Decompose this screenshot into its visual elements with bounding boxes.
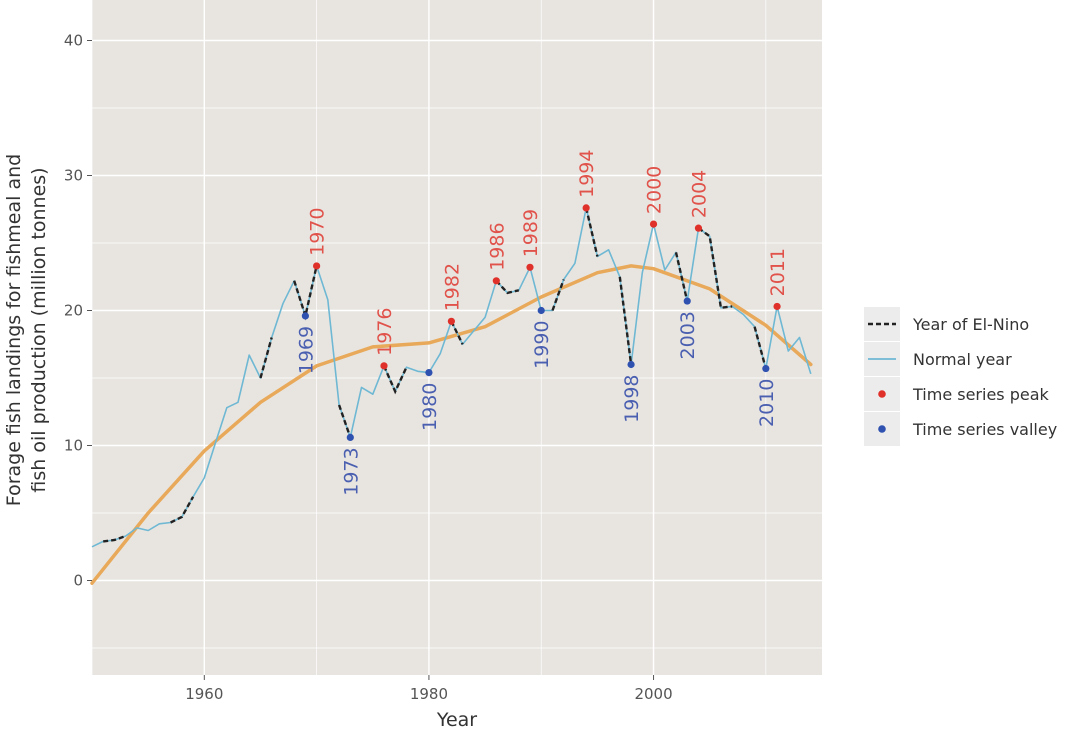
valley-point (346, 433, 354, 441)
peak-point (447, 317, 455, 325)
peak-point (492, 277, 500, 285)
peak-label: 1982 (441, 263, 463, 311)
peak-label: 1994 (576, 150, 598, 198)
peak-label: 2011 (767, 248, 789, 296)
valley-point (425, 369, 433, 377)
legend-label-peak: Time series peak (912, 385, 1050, 404)
legend-label-valley: Time series valley (912, 420, 1057, 439)
legend-swatch-peak (878, 390, 886, 398)
peak-point (582, 204, 590, 212)
peak-label: 1976 (374, 308, 396, 356)
el-nino-segment (618, 276, 633, 365)
trend-curve (90, 264, 813, 585)
valley-point (627, 360, 635, 369)
el-nino-segment (495, 279, 520, 295)
x-axis-title: Year (436, 709, 477, 731)
peak-label: 1986 (486, 222, 508, 270)
el-nino-segment (450, 320, 464, 345)
legend-label-el_nino: Year of El-Nino (912, 315, 1029, 334)
valley-label: 1980 (419, 383, 441, 431)
peak-point (526, 263, 534, 271)
valley-label: 2010 (756, 379, 778, 427)
valley-points: 1969 1973 1980 1990 1998 2003 2010 (295, 297, 778, 496)
x-tick-label: 1980 (410, 685, 448, 703)
legend: Year of El-Nino Normal year Time series pe… (864, 307, 1057, 446)
el-nino-segment (337, 404, 352, 438)
legend-label-normal: Normal year (913, 350, 1012, 369)
peak-point (313, 262, 321, 270)
peak-point (773, 302, 781, 311)
peak-label: 2000 (644, 166, 666, 214)
y-tick-label: 10 (64, 437, 83, 455)
valley-point (301, 312, 309, 320)
y-tick-label: 0 (73, 572, 83, 590)
y-tick-label: 20 (64, 302, 83, 320)
el-nino-segment (259, 337, 273, 379)
valley-point (537, 306, 545, 315)
y-tick-label: 40 (64, 32, 83, 50)
peak-label: 2004 (689, 170, 711, 218)
y-tick-label: 30 (64, 167, 83, 185)
peak-points: 1970 1976 1982 1986 1989 1994 2000 2004 2011 (307, 150, 789, 370)
el-nino-segment (551, 279, 565, 311)
el-nino-segment (103, 534, 127, 543)
y-axis-title-line2: fish oil production (million tonnes) (28, 167, 50, 492)
x-tick-label: 2000 (634, 685, 672, 703)
valley-label: 1990 (531, 321, 553, 369)
valley-point (762, 364, 770, 373)
y-axis: 0 10 20 30 40 (64, 32, 92, 590)
el-nino-segment (585, 207, 599, 257)
el-nino-segment (753, 326, 767, 369)
el-nino-segment (697, 227, 733, 310)
valley-point (683, 297, 691, 305)
valley-label: 1998 (621, 375, 643, 423)
x-tick-label: 1960 (185, 685, 223, 703)
peak-point (649, 220, 658, 228)
peak-point (380, 362, 388, 370)
valley-label: 2003 (677, 311, 699, 359)
legend-swatch-valley (878, 425, 886, 433)
el-nino-segment (170, 496, 195, 524)
peak-label: 1970 (307, 208, 329, 256)
el-nino-segment (382, 365, 408, 395)
peak-label: 1989 (520, 209, 542, 257)
peak-point (694, 224, 703, 232)
y-axis-title-line1: Forage fish landings for fishmeal and (3, 154, 25, 506)
grid (91, 0, 822, 675)
x-axis: 1960 1980 2000 (185, 675, 673, 703)
trend-line (90, 264, 813, 585)
valley-label: 1973 (340, 447, 362, 495)
el-nino-segment (674, 252, 689, 302)
valley-label: 1969 (295, 326, 317, 374)
plot-panel (92, 0, 822, 675)
